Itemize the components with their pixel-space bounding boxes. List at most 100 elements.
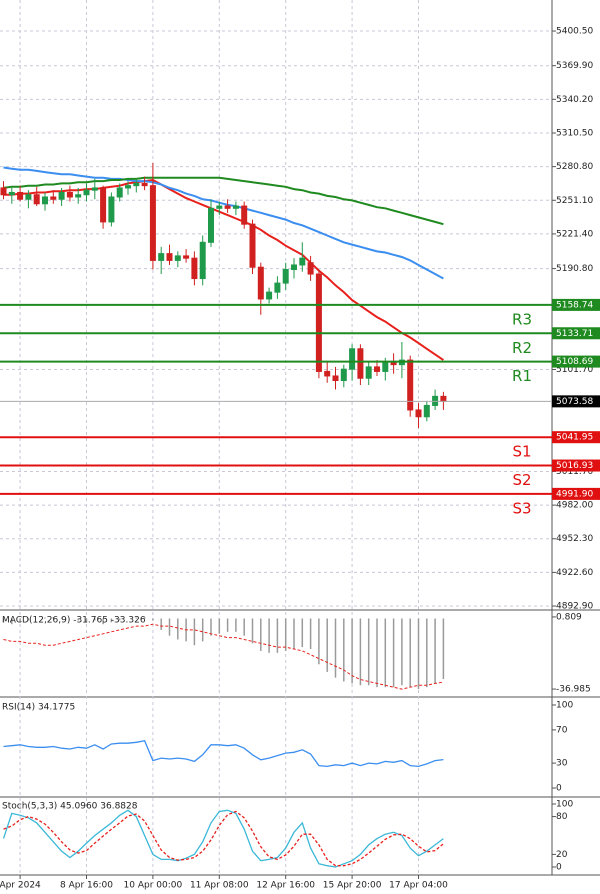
candle-body: [199, 241, 206, 280]
candle-body: [390, 361, 397, 366]
y-tick-label: 5400.50: [556, 27, 593, 37]
y-tick-label: 4892.90: [556, 602, 593, 612]
y-tick-label: 5310.50: [556, 128, 593, 138]
x-tick-label: 8 Apr 16:00: [60, 881, 113, 891]
level-price-label: 5133.71: [556, 329, 593, 339]
candle-body: [382, 361, 389, 372]
last-price-label: 5073.58: [556, 397, 593, 407]
y-tick-label: 5101.70: [556, 365, 593, 375]
indicator-title: RSI(14) 34.1775: [2, 703, 75, 713]
level-price-box: [552, 431, 600, 444]
candle-body: [25, 194, 32, 200]
y-tick-label: 0: [556, 862, 562, 872]
y-tick-label: 0: [556, 784, 562, 794]
candle-body: [423, 404, 430, 418]
level-price-box: [552, 298, 600, 311]
y-tick-label: 20: [556, 850, 568, 860]
y-tick-label: 80: [556, 812, 568, 822]
candle-body: [274, 282, 281, 293]
candle-body: [241, 205, 248, 225]
level-price-label: 5108.69: [556, 357, 593, 367]
candle-body: [75, 194, 82, 198]
y-tick-label: 5369.90: [556, 61, 593, 71]
candle-body: [17, 191, 24, 200]
indicator-title: MACD(12,26,9) -31.765 -33.326: [2, 616, 146, 626]
candle-body: [116, 187, 123, 198]
candle-body: [50, 196, 57, 200]
x-tick-label: 17 Apr 04:00: [389, 881, 448, 891]
level-label: S3: [512, 499, 531, 517]
candle-body: [224, 205, 231, 209]
candle-body: [349, 348, 356, 370]
indicator-line: [3, 810, 444, 867]
candle-body: [216, 205, 223, 209]
candle-body: [33, 194, 40, 205]
level-price-label: 5041.95: [556, 433, 593, 443]
x-tick-label: Apr 2024: [0, 881, 41, 891]
candle-body: [415, 409, 422, 418]
candle-body: [191, 257, 198, 280]
y-tick-label: 100: [556, 799, 573, 809]
y-tick-label: 5221.40: [556, 229, 593, 239]
candle-body: [282, 268, 289, 284]
level-price-box: [552, 459, 600, 472]
candle-body: [166, 253, 173, 261]
indicator-line: [2, 809, 444, 868]
y-tick-label: 5340.20: [556, 95, 593, 105]
level-label: S1: [512, 443, 531, 461]
candle-body: [299, 257, 306, 266]
candle-body: [183, 255, 190, 259]
y-tick-label: 5190.80: [556, 264, 593, 274]
candle-body: [357, 348, 364, 379]
candle-body: [158, 253, 165, 261]
candle-body: [83, 189, 90, 196]
level-price-label: 5158.74: [556, 300, 593, 310]
level-price-label: 5016.93: [556, 461, 593, 471]
y-tick-label: 5011.70: [556, 467, 593, 477]
y-tick-label: 70: [556, 725, 568, 735]
x-tick-label: 15 Apr 20:00: [323, 881, 382, 891]
candle-body: [8, 191, 15, 196]
candle-body: [315, 273, 322, 372]
candle-body: [440, 395, 447, 402]
candle-body: [141, 182, 148, 187]
level-price-label: 4991.90: [556, 489, 593, 499]
y-tick-label: 5280.80: [556, 162, 593, 172]
level-label: S2: [512, 471, 531, 489]
candle-body: [307, 262, 314, 275]
moving-average: [3, 176, 444, 226]
x-tick-label: 12 Apr 16:00: [256, 881, 315, 891]
level-price-box: [552, 487, 600, 500]
candle-body: [125, 185, 131, 189]
candle-body: [266, 291, 273, 300]
candle-body: [365, 366, 372, 379]
level-price-box: [552, 327, 600, 340]
candle-body: [149, 185, 156, 261]
candle-body: [257, 266, 264, 300]
candle-body: [100, 187, 107, 223]
moving-average: [3, 178, 444, 361]
candle-body: [66, 191, 73, 198]
candle-body: [133, 182, 140, 187]
candle-body: [108, 196, 115, 223]
candle-body: [208, 207, 214, 243]
candle-body: [374, 366, 380, 372]
level-label: R2: [512, 339, 532, 357]
candle-body: [91, 187, 98, 191]
candle-body: [174, 255, 181, 261]
indicator-title: Stoch(5,3,3) 45.0960 36.8828: [2, 802, 138, 812]
y-tick-label: 4982.00: [556, 501, 593, 511]
candle-body: [332, 375, 339, 381]
y-tick-label: 4952.30: [556, 534, 593, 544]
candle-body: [249, 223, 256, 268]
candle-body: [407, 359, 414, 411]
candle-body: [340, 368, 347, 381]
candle-body: [42, 196, 48, 205]
y-tick-label: -36.985: [556, 685, 591, 695]
candle-body: [324, 370, 331, 377]
y-tick-label: 100: [556, 700, 573, 710]
level-label: R3: [512, 310, 532, 328]
x-tick-label: 10 Apr 00:00: [124, 881, 183, 891]
